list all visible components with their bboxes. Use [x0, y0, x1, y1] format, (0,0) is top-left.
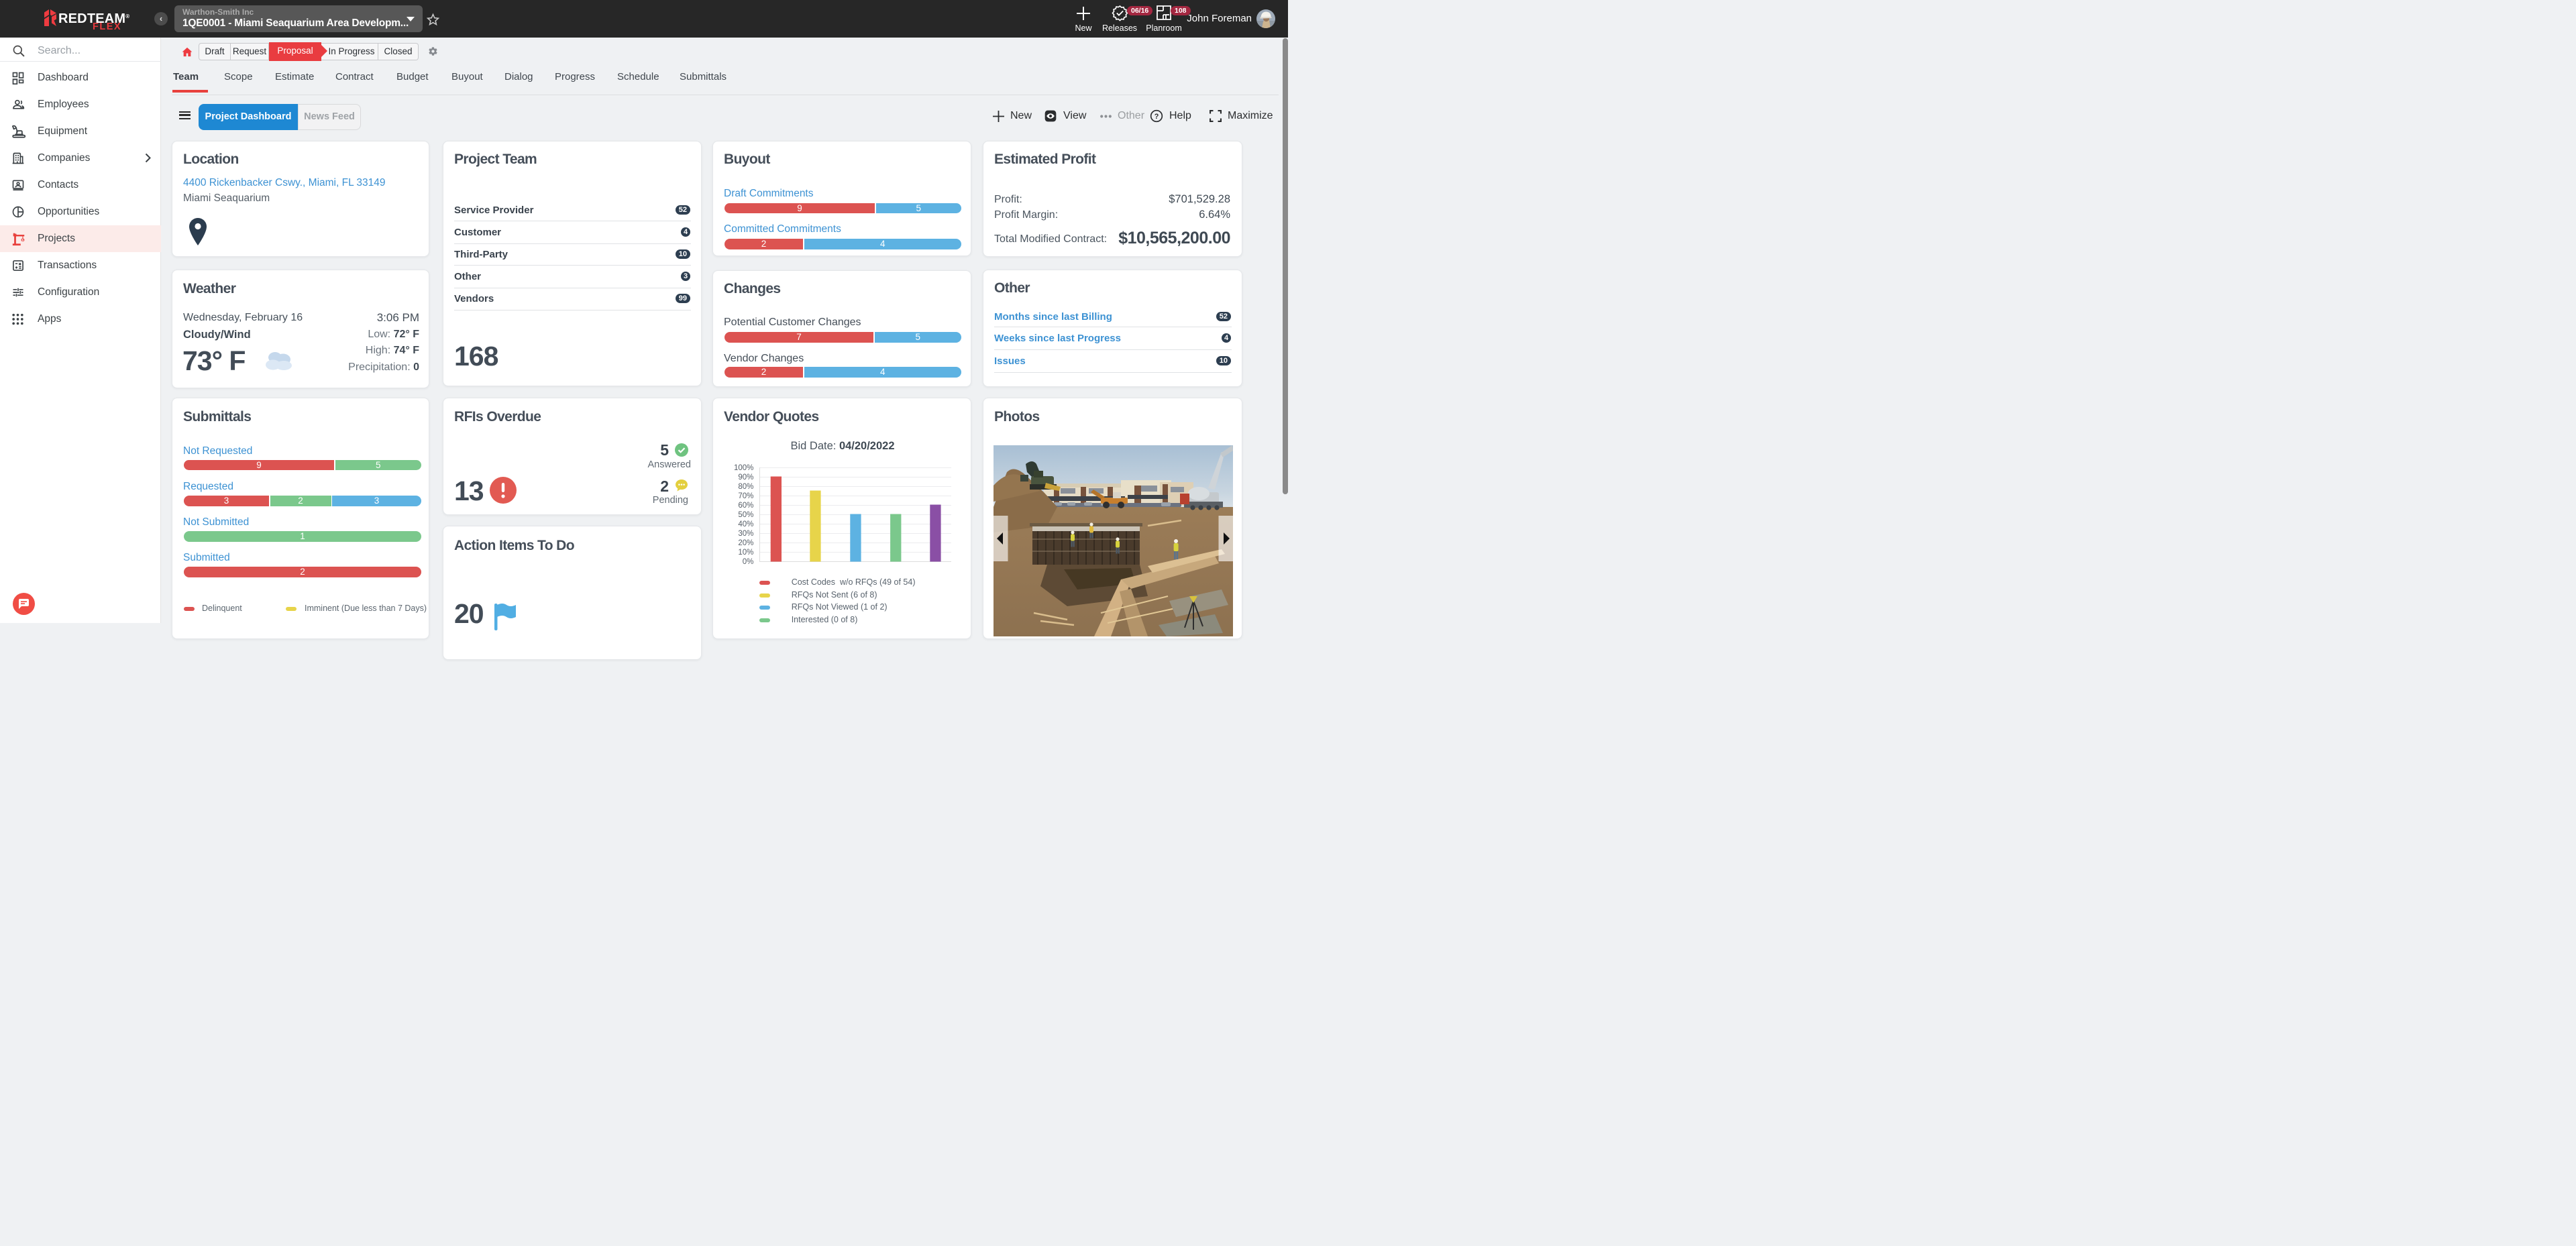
- svg-text:?: ?: [1155, 113, 1159, 121]
- svg-text:$: $: [22, 239, 24, 242]
